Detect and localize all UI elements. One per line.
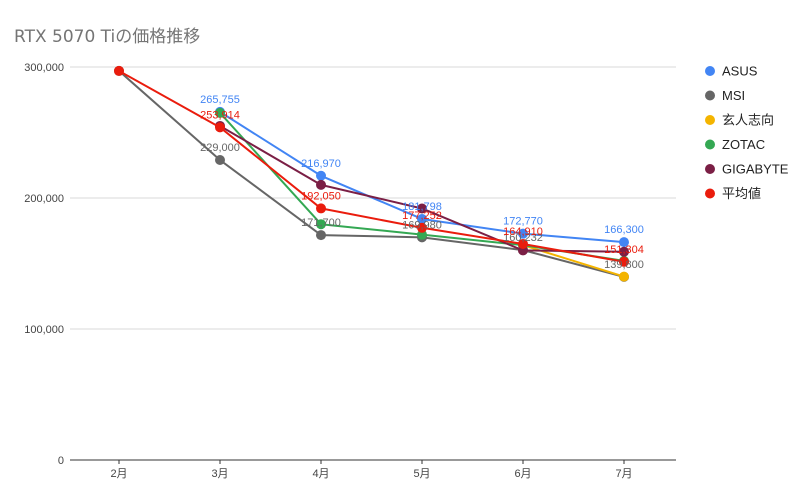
data-point (518, 228, 528, 239)
data-point (316, 230, 326, 241)
data-label: 192,050 (301, 190, 341, 202)
data-point (619, 256, 629, 267)
series-line (118, 70, 625, 278)
legend-label: 玄人志向 (722, 113, 774, 128)
series-group (114, 65, 629, 282)
legend-marker (705, 115, 715, 125)
data-point (114, 65, 124, 76)
data-label: 160,232 (503, 232, 543, 244)
series-line (118, 70, 625, 263)
legend: ASUS MSI 玄人志向 ZOTAC GIGABYTE 平均値 (705, 64, 789, 201)
legend-label: 平均値 (722, 186, 761, 201)
legend-marker (705, 90, 715, 101)
data-label: 181,798 (402, 201, 442, 213)
data-point (417, 213, 427, 224)
data-label: 169,980 (402, 219, 442, 231)
data-label: 171,700 (301, 217, 341, 229)
data-labels: 265,755 216,970 181,798 172,770 166,300 229,0… (200, 94, 644, 271)
data-label: 177,252 (402, 210, 442, 222)
data-point (619, 246, 629, 257)
y-tick-label: 300,000 (24, 62, 64, 74)
data-point (417, 222, 427, 233)
data-point (316, 170, 326, 181)
data-point (215, 122, 225, 133)
data-point (518, 238, 528, 249)
legend-label: MSI (722, 88, 745, 103)
axes: 0 100,000 200,000 300,000 2月 3月 4月 5月 6月 7月 (24, 62, 632, 480)
data-label: 166,300 (604, 224, 644, 236)
x-tick-label: 5月 (413, 468, 430, 480)
data-label: 265,755 (200, 94, 240, 106)
legend-label: ZOTAC (722, 137, 765, 152)
x-tick-label: 7月 (615, 468, 632, 480)
data-point (417, 203, 427, 214)
legend-label: GIGABYTE (722, 162, 789, 177)
x-tick-label: 4月 (312, 468, 329, 480)
legend-marker (705, 66, 715, 76)
legend-label: ASUS (722, 64, 758, 79)
data-point (619, 237, 629, 248)
x-tick-label: 3月 (211, 468, 228, 480)
data-label: 229,000 (200, 142, 240, 154)
data-label: 139,800 (604, 259, 644, 271)
y-tick-label: 200,000 (24, 193, 64, 205)
data-point (417, 229, 427, 240)
legend-marker (705, 164, 715, 174)
data-point (215, 107, 225, 118)
data-point (316, 179, 326, 190)
data-point (619, 271, 629, 282)
x-tick-label: 2月 (110, 468, 127, 480)
data-point (215, 155, 225, 166)
data-label: 172,770 (503, 216, 543, 228)
y-tick-label: 0 (58, 455, 64, 467)
legend-marker (705, 139, 715, 150)
data-label: 216,970 (301, 158, 341, 170)
data-label: 253,914 (200, 109, 240, 121)
data-label: 151,304 (604, 244, 644, 256)
data-label: 164,910 (503, 226, 543, 238)
legend-marker (705, 188, 715, 199)
x-tick-label: 6月 (514, 468, 531, 480)
chart-title: RTX 5070 Tiの価格推移 (14, 27, 201, 47)
y-tick-label: 100,000 (24, 324, 64, 336)
data-point (316, 203, 326, 214)
data-point (316, 219, 326, 230)
